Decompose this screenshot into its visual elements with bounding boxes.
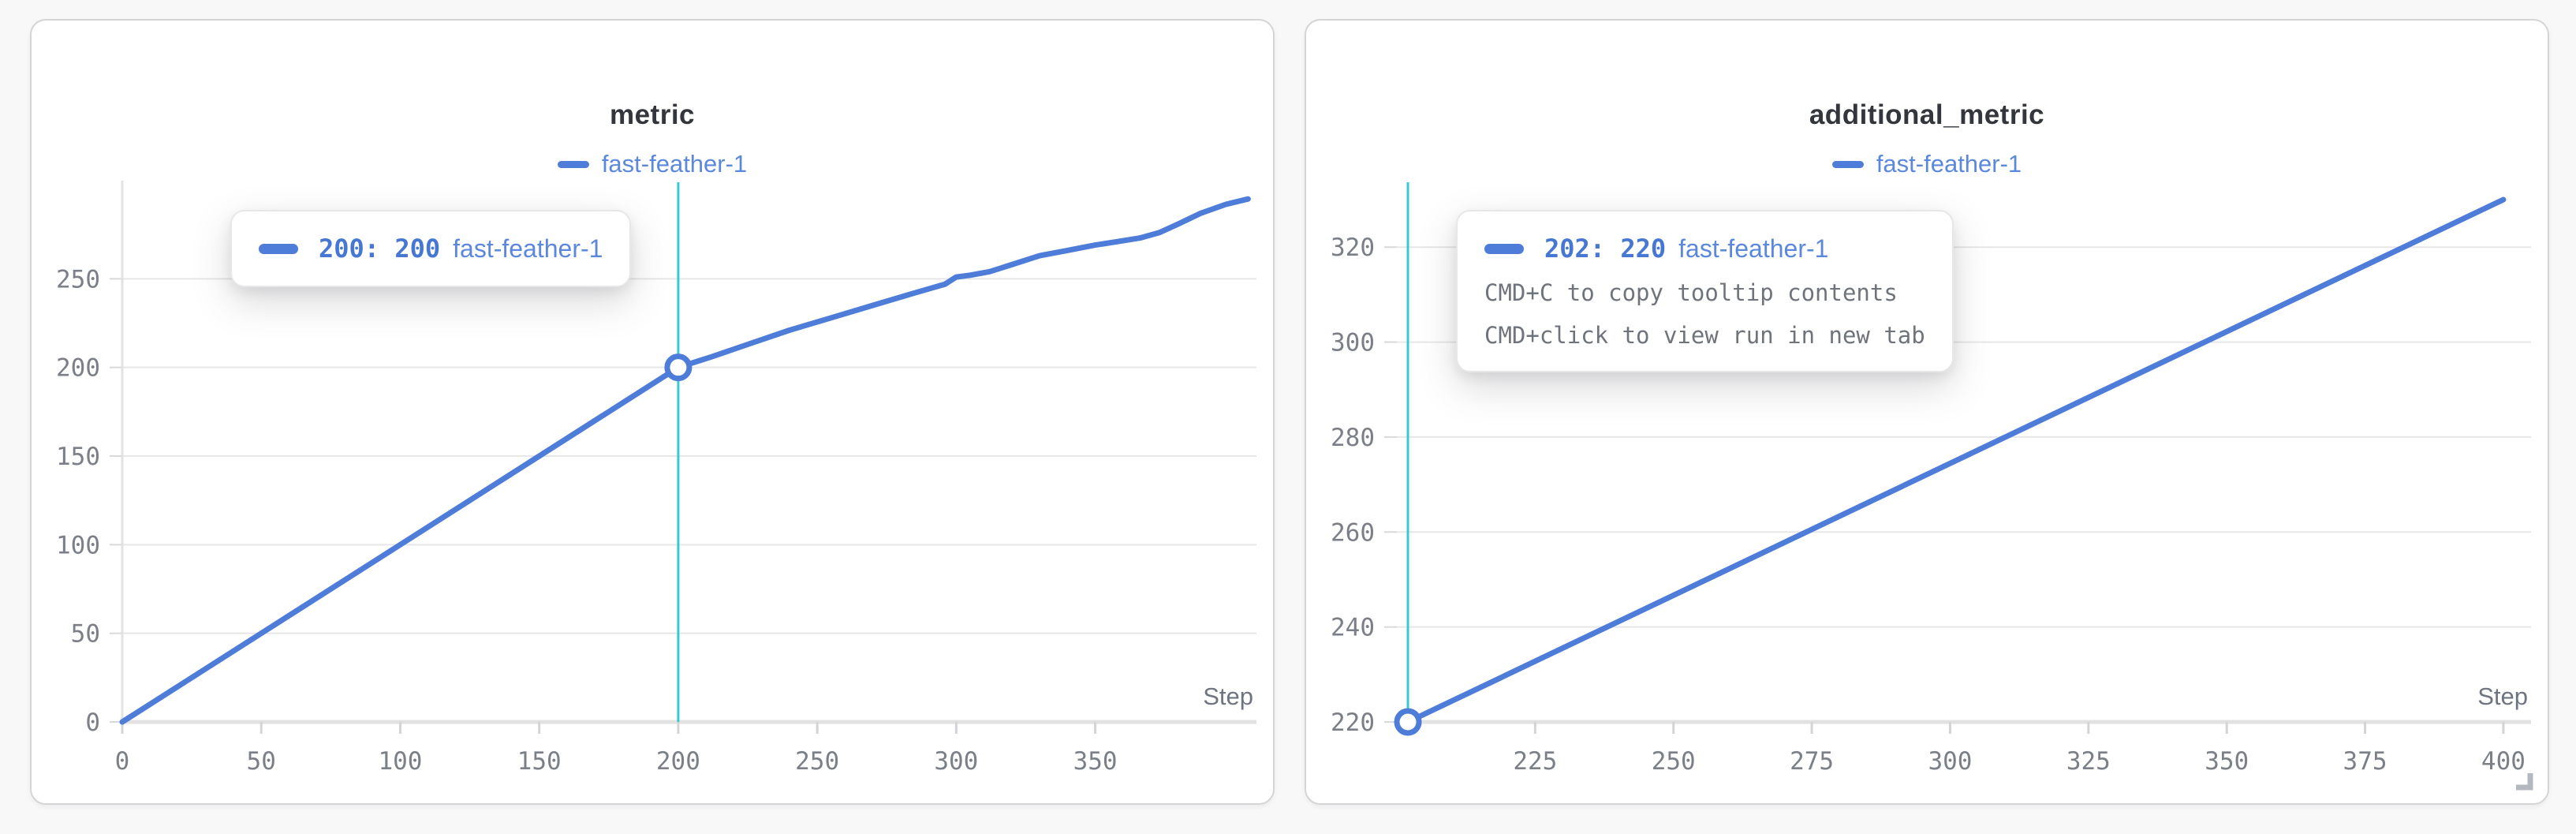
tooltip-hints: CMD+C to copy tooltip contents CMD+click… — [1484, 279, 1925, 349]
chart-panel-additional-metric[interactable]: 220 240 260 280 300 320 225 250 275 300 325 350 375 4… — [1305, 19, 2549, 805]
y-axis-tick-label: 200 — [56, 354, 100, 383]
hovered-point-marker — [1394, 708, 1422, 736]
x-axis-tick-label: 300 — [1928, 747, 1972, 776]
tooltip-step-value: 202: 220 — [1544, 234, 1667, 264]
tooltip-line-swatch-icon — [259, 243, 298, 254]
additional-metric-chart-plot-area[interactable]: 220 240 260 280 300 320 225 250 275 300 325 350 375 4… — [1306, 21, 2548, 803]
y-axis-tick-label: 280 — [1331, 424, 1375, 452]
tooltip-run-name: fast-feather-1 — [453, 234, 603, 263]
x-axis-tick-label: 250 — [795, 747, 839, 776]
y-axis-tick-label: 150 — [56, 443, 100, 471]
tooltip-step-value: 200: 200 — [319, 234, 441, 264]
hover-tooltip: 202: 220 fast-feather-1 CMD+C to copy to… — [1456, 210, 1954, 372]
y-axis-tick-label: 0 — [85, 709, 100, 737]
x-axis-tick-label: 150 — [517, 747, 562, 776]
y-axis-tick-label: 100 — [56, 531, 100, 559]
x-axis-tick-label: 375 — [2343, 747, 2387, 776]
x-axis-tick-label: 100 — [378, 747, 422, 776]
x-axis-tick-label: 275 — [1790, 747, 1834, 776]
panel-resize-grip-icon[interactable] — [2511, 769, 2535, 792]
x-axis-tick-label: 400 — [2481, 747, 2526, 776]
x-axis-title: Step — [1203, 683, 1253, 710]
chart-panel-metric[interactable]: 0 50 100 150 200 250 0 50 100 150 200 250 300 350 Step… — [30, 19, 1275, 805]
run-line-series — [1405, 196, 2507, 725]
x-axis-tick-label: 250 — [1652, 747, 1696, 776]
hover-tooltip: 200: 200 fast-feather-1 — [230, 210, 632, 287]
y-axis-tick-label: 320 — [1331, 234, 1375, 262]
x-axis-tick-label: 350 — [2205, 747, 2249, 776]
x-axis-tick-label: 225 — [1513, 747, 1557, 776]
x-axis-tick-label: 0 — [115, 747, 130, 776]
tooltip-hint-open: CMD+click to view run in new tab — [1484, 322, 1925, 349]
y-axis-tick-label: 250 — [56, 265, 100, 294]
x-axis-tick-label: 50 — [247, 747, 276, 776]
metric-chart-plot-area[interactable]: 0 50 100 150 200 250 0 50 100 150 200 250 300 350 Step — [32, 21, 1273, 803]
y-axis-tick-label: 300 — [1331, 329, 1375, 357]
x-axis-title: Step — [2477, 683, 2528, 710]
tooltip-run-row: 202: 220 fast-feather-1 — [1484, 234, 1925, 264]
tooltip-run-row: 200: 200 fast-feather-1 — [259, 234, 603, 264]
y-axis-tick-label: 50 — [71, 620, 100, 649]
x-axis-tick-label: 350 — [1073, 747, 1118, 776]
y-axis-tick-label: 260 — [1331, 518, 1375, 547]
tooltip-hint-copy: CMD+C to copy tooltip contents — [1484, 279, 1898, 306]
x-axis-tick-label: 300 — [934, 747, 978, 776]
y-axis-tick-label: 240 — [1331, 614, 1375, 642]
tooltip-line-swatch-icon — [1484, 243, 1524, 254]
hovered-point-marker — [664, 353, 693, 382]
tooltip-run-name: fast-feather-1 — [1678, 234, 1829, 263]
x-axis-tick-label: 200 — [656, 747, 700, 776]
y-axis-tick-label: 220 — [1331, 709, 1375, 737]
x-axis-tick-label: 325 — [2066, 747, 2111, 776]
